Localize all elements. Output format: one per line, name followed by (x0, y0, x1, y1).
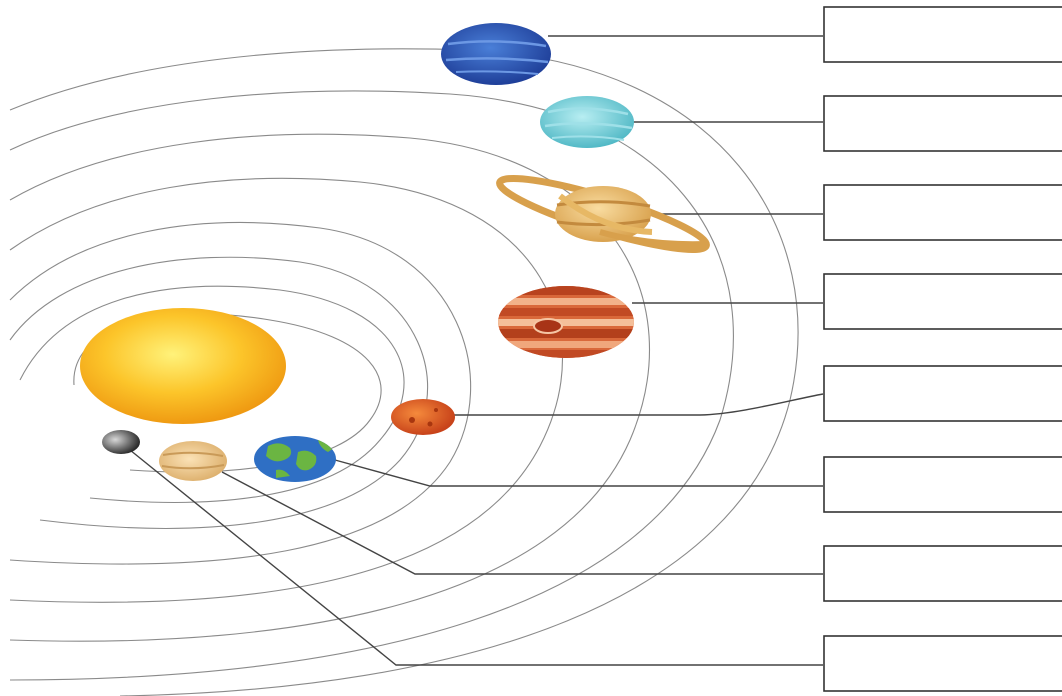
label-box-neptune[interactable] (823, 6, 1062, 63)
sun-icon (80, 308, 286, 424)
orbit-earth (9, 256, 429, 529)
uranus-icon (540, 96, 634, 148)
earth-icon (254, 436, 336, 482)
orbit-venus (19, 285, 405, 503)
jupiter-icon (498, 286, 634, 358)
leader-lines (129, 35, 824, 666)
label-box-uranus[interactable] (823, 95, 1062, 152)
label-box-earth[interactable] (823, 456, 1062, 513)
neptune-icon (441, 23, 551, 85)
label-box-mercury[interactable] (823, 635, 1062, 692)
label-boxes (823, 6, 1062, 692)
leader-mars (452, 393, 824, 416)
label-box-saturn[interactable] (823, 184, 1062, 241)
label-box-jupiter[interactable] (823, 273, 1062, 330)
orbit-saturn (9, 133, 651, 642)
mercury-icon (102, 430, 140, 454)
saturn-icon (496, 174, 710, 254)
leader-venus (221, 471, 823, 575)
orbit-uranus (9, 90, 734, 681)
label-box-mars[interactable] (823, 365, 1062, 422)
orbit-mars (9, 222, 472, 565)
leader-earth (334, 459, 823, 487)
leader-mercury (129, 449, 823, 666)
venus-icon (159, 441, 227, 481)
mars-icon (391, 399, 455, 435)
orbit-neptune (9, 48, 799, 696)
label-box-venus[interactable] (823, 545, 1062, 602)
